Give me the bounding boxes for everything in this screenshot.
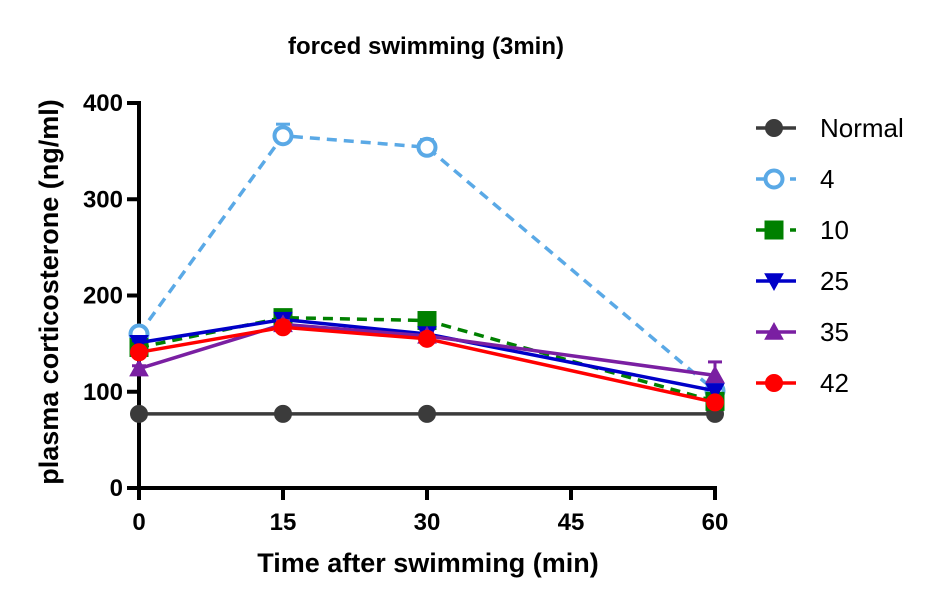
y-tick-label: 200: [83, 283, 123, 310]
legend-label: 35: [820, 317, 849, 347]
legend-swatch-marker: [765, 374, 783, 392]
data-point: [418, 404, 436, 423]
legend-item: 25: [756, 266, 849, 296]
legend-label: 42: [820, 368, 849, 398]
x-axis-label: Time after swimming (min): [257, 548, 599, 578]
legend-swatch-marker: [765, 119, 783, 137]
series-line: [138, 317, 716, 393]
y-tick-label: 400: [83, 90, 123, 117]
series-Normal: [130, 404, 724, 423]
series-line: [137, 133, 717, 393]
legend-item: 35: [756, 317, 849, 347]
series-42: [130, 318, 724, 412]
data-point: [274, 318, 292, 337]
legend-swatch-marker: [764, 321, 784, 340]
legend: Normal 4 10 25 35 42: [756, 113, 904, 398]
series-line: [138, 325, 716, 405]
data-point: [416, 136, 438, 158]
legend-item: 10: [756, 215, 849, 245]
legend-label: 4: [820, 164, 834, 194]
x-tick-label: 0: [132, 509, 145, 536]
legend-item: 4: [756, 164, 834, 194]
x-tick-label: 45: [558, 509, 585, 536]
data-point: [706, 393, 724, 412]
legend-label: 25: [820, 266, 849, 296]
y-tick-label: 100: [83, 379, 123, 406]
y-tick-label: 300: [83, 186, 123, 213]
legend-swatch-marker: [763, 168, 785, 190]
data-point: [274, 404, 292, 423]
x-tick-label: 15: [270, 509, 297, 536]
y-axis-label: plasma corticosterone (ng/ml): [34, 99, 64, 485]
legend-label: Normal: [820, 113, 904, 143]
legend-label: 10: [820, 215, 849, 245]
series-line: [138, 322, 716, 378]
data-point: [130, 343, 148, 362]
x-tick-label: 60: [702, 509, 729, 536]
data-point: [705, 383, 725, 401]
series-4: [128, 122, 726, 402]
data-point: [272, 125, 294, 147]
data-point: [418, 329, 436, 348]
legend-item: 42: [756, 368, 849, 398]
data-point: [130, 404, 148, 423]
series-layer: [128, 122, 726, 423]
legend-item: Normal: [756, 113, 904, 143]
legend-swatch-marker: [764, 273, 784, 292]
data-point: [129, 358, 149, 377]
series-10: [129, 308, 725, 411]
legend-swatch-marker: [764, 220, 784, 240]
x-tick-label: 30: [414, 509, 441, 536]
y-tick-label: 0: [110, 475, 123, 502]
axes: 0 100 200 300 400 0 15 30 45 60: [83, 90, 728, 536]
data-point: [705, 365, 725, 384]
chart-title: forced swimming (3min): [288, 33, 564, 60]
